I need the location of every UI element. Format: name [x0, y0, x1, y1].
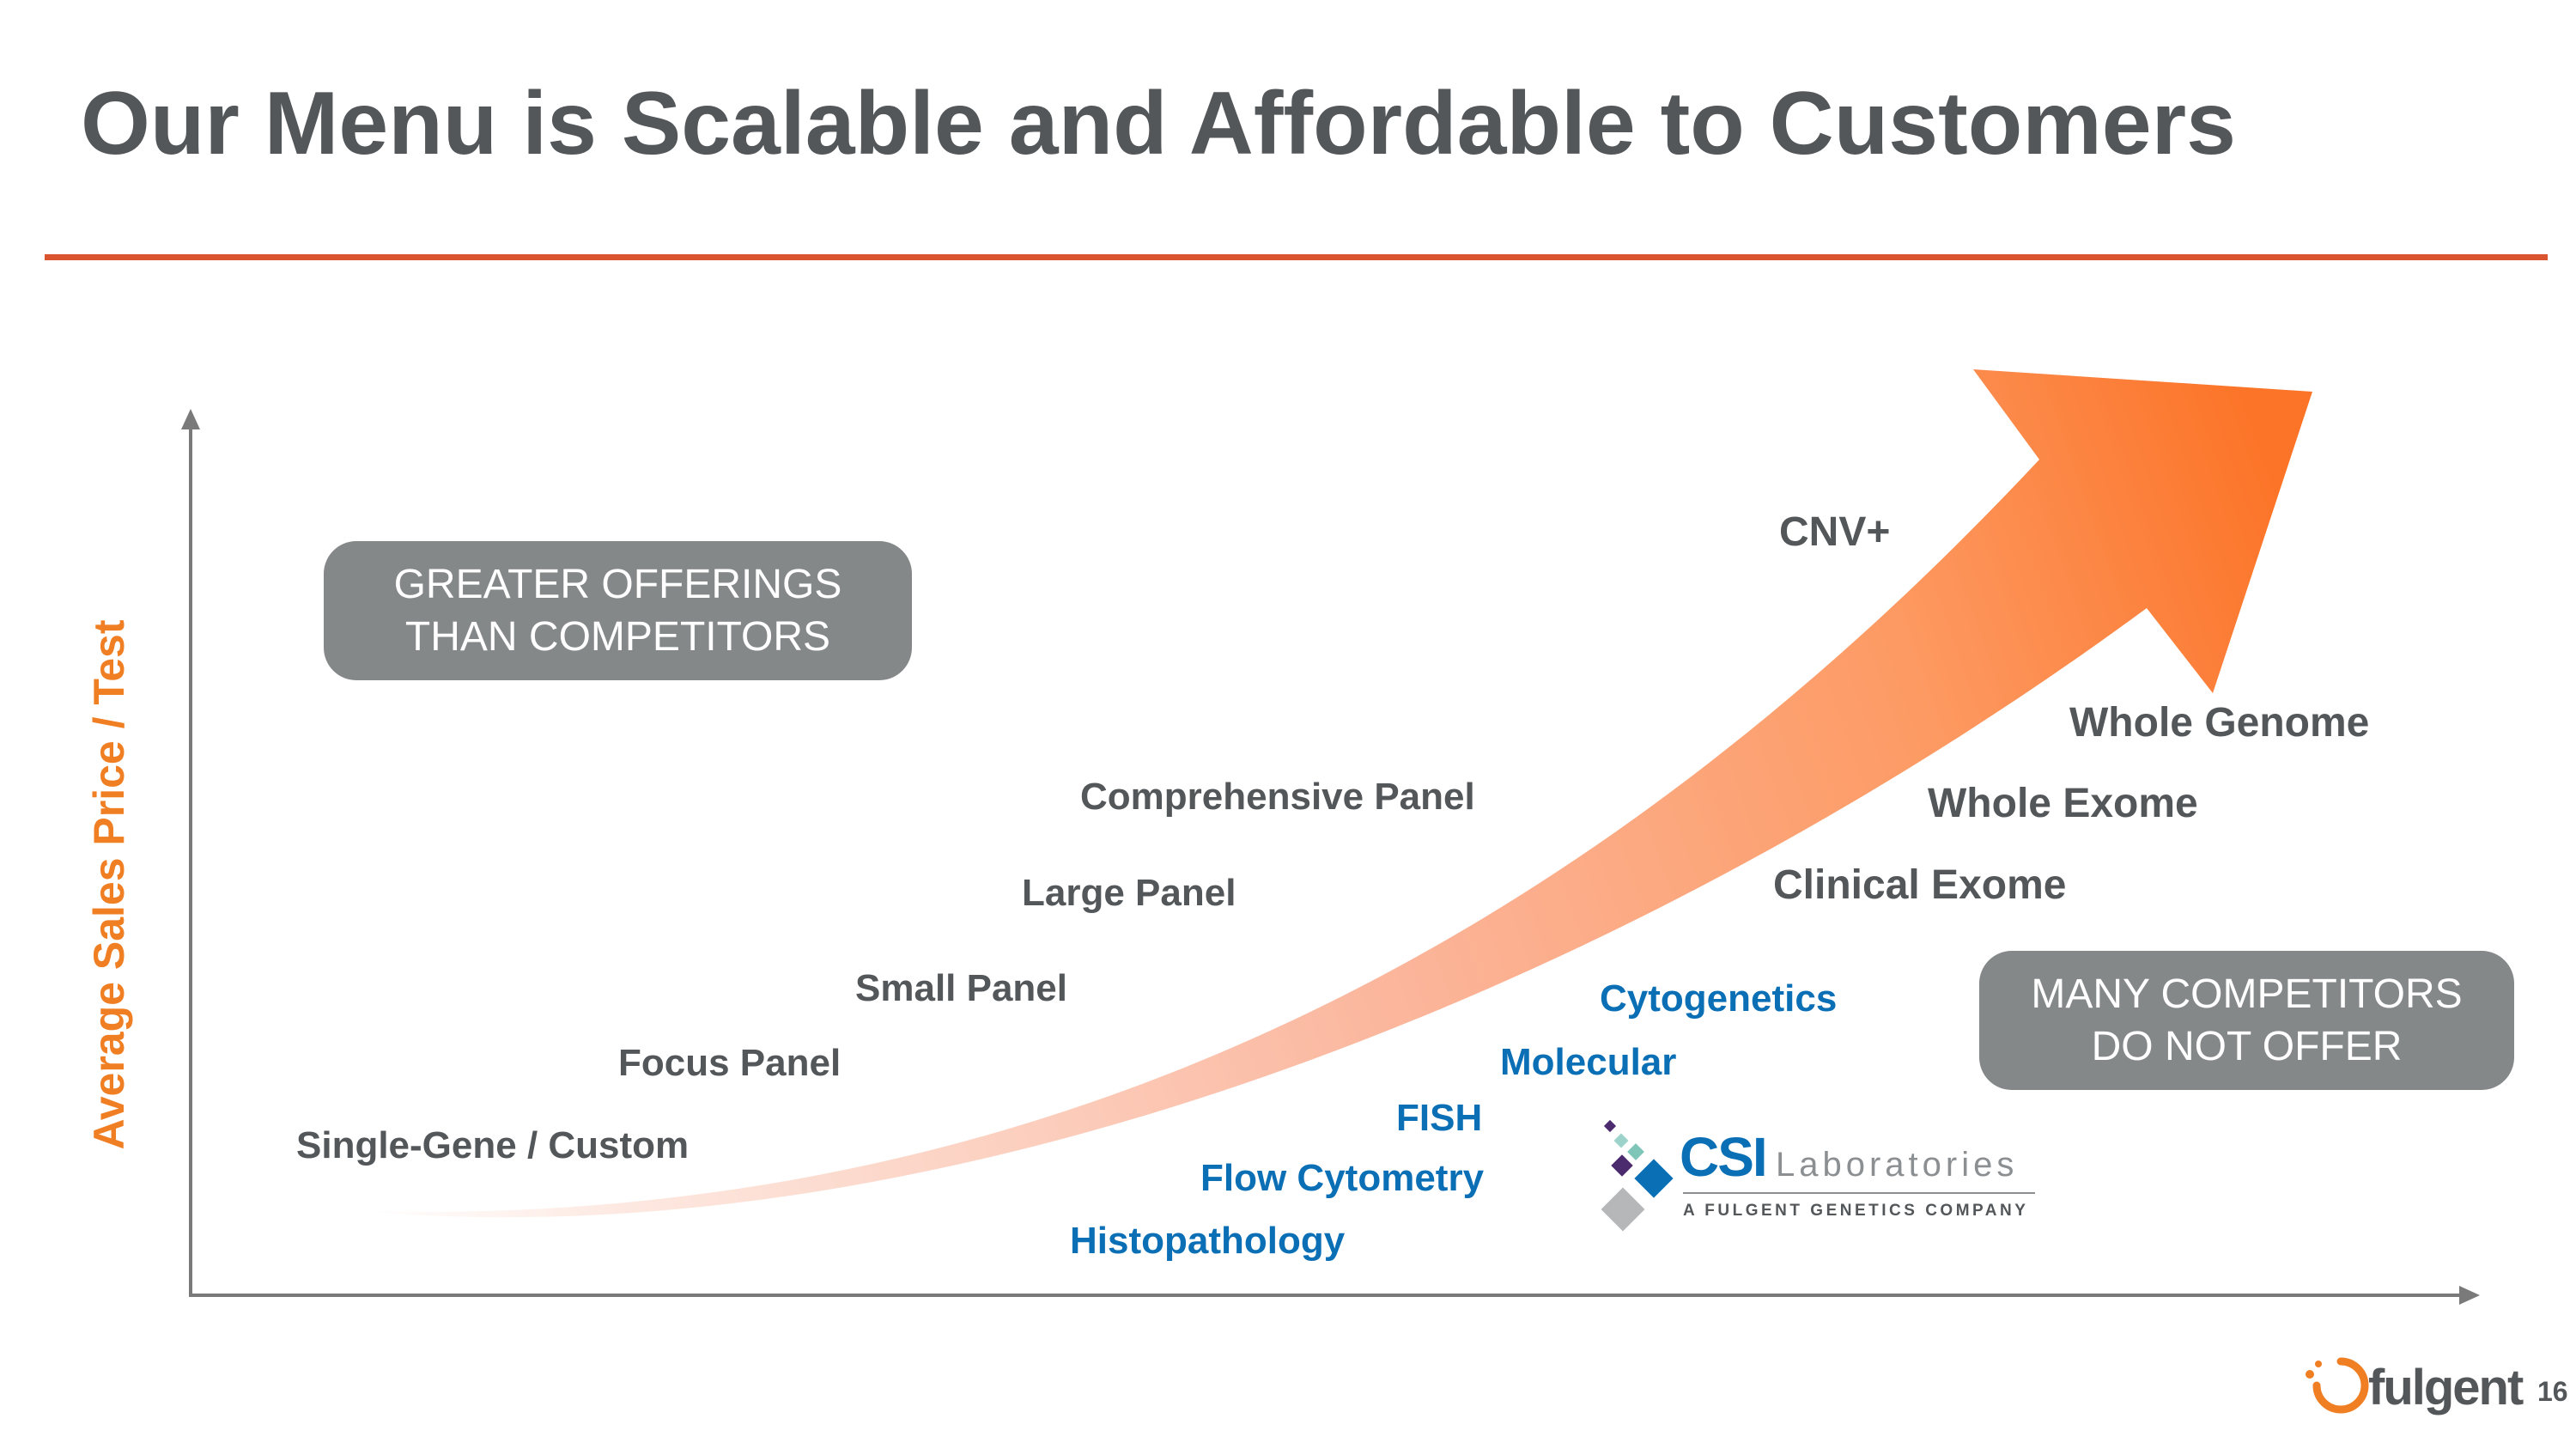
title-divider: [45, 254, 2548, 260]
growth-arrow: [361, 369, 2312, 1218]
y-axis-label: Average Sales Price / Test: [85, 619, 133, 1150]
label-molecular: Molecular: [1500, 1041, 1677, 1083]
callout-many-competitors: MANY COMPETITORS DO NOT OFFER: [1979, 951, 2514, 1090]
label-whole-genome: Whole Genome: [2069, 700, 2370, 746]
label-flow-cytometry: Flow Cytometry: [1200, 1157, 1485, 1199]
callout-greater-offerings: GREATER OFFERINGS THAN COMPETITORS: [324, 541, 912, 680]
label-cytogenetics: Cytogenetics: [1600, 977, 1838, 1020]
label-cnv-plus: CNV+: [1779, 509, 1891, 555]
label-small-panel: Small Panel: [855, 967, 1068, 1009]
label-fish: FISH: [1396, 1097, 1483, 1139]
callout-many-line2: DO NOT OFFER: [2091, 1024, 2403, 1069]
csi-logo-name: CSI: [1680, 1126, 1768, 1188]
label-focus-panel: Focus Panel: [618, 1042, 841, 1084]
label-whole-exome: Whole Exome: [1928, 781, 2198, 826]
label-large-panel: Large Panel: [1022, 872, 1236, 914]
label-clinical-exome: Clinical Exome: [1773, 862, 2067, 908]
callout-greater-line1: GREATER OFFERINGS: [393, 562, 842, 607]
x-axis-arrowhead: [2459, 1286, 2480, 1305]
page-number: 16: [2537, 1376, 2568, 1407]
csi-logo-divider: [1683, 1192, 2035, 1194]
y-axis-arrowhead: [181, 409, 200, 429]
csi-logo-suffix: Laboratories: [1776, 1146, 2019, 1184]
label-histopathology: Histopathology: [1070, 1220, 1346, 1262]
callout-many-line1: MANY COMPETITORS: [2031, 971, 2463, 1017]
csi-logo-mark: [1601, 1119, 1674, 1232]
label-single-gene: Single-Gene / Custom: [296, 1124, 690, 1166]
callout-greater-line2: THAN COMPETITORS: [404, 614, 831, 660]
csi-logo-tagline: A FULGENT GENETICS COMPANY: [1683, 1202, 2029, 1220]
label-comprehensive-panel: Comprehensive Panel: [1080, 776, 1475, 818]
fulgent-logo-mark: [2306, 1357, 2369, 1414]
fulgent-logo-name: fulgent: [2368, 1360, 2524, 1416]
slide-title: Our Menu is Scalable and Affordable to C…: [81, 74, 2236, 174]
